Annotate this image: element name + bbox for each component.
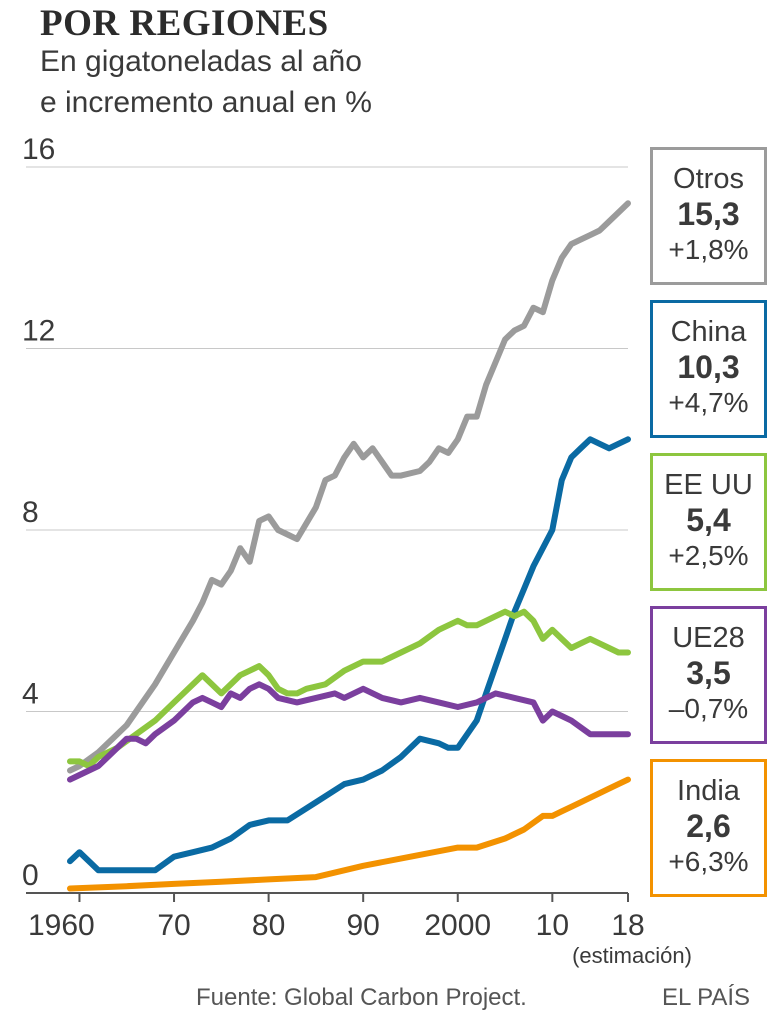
series-line-otros <box>67 200 631 774</box>
x-tick-label-1980: 80 <box>252 909 285 942</box>
legend-box-eeuu: EE UU 5,4 +2,5% <box>650 453 767 591</box>
chart-title: POR REGIONES <box>40 3 329 44</box>
chart-subtitle-line-2: e incremento anual en % <box>40 86 372 119</box>
series-line-india <box>67 776 631 892</box>
legend-box-india: India 2,6 +6,3% <box>650 759 767 897</box>
legend-china-name: China <box>670 316 747 348</box>
x-tick-label-2010: 10 <box>536 909 569 942</box>
legend-box-otros: Otros 15,3 +1,8% <box>650 147 767 285</box>
x-axis-ticks: 1960 70 80 90 2000 10 18(estimación) <box>28 893 692 968</box>
x-tick-label-2018: 18 <box>611 909 644 942</box>
x-axis-note: (estimación) <box>572 943 692 968</box>
legend-ue28-value: 3,5 <box>686 655 731 691</box>
legend-china-change: +4,7% <box>668 387 749 418</box>
chart-subtitle-line-1: En gigatoneladas al año <box>40 45 362 78</box>
series-line-ue28 <box>67 681 631 783</box>
legend-otros-change: +1,8% <box>668 234 749 265</box>
legend-eeuu-value: 5,4 <box>686 502 731 538</box>
x-tick-label-2000: 2000 <box>424 909 491 942</box>
legend-box-ue28: UE28 3,5 –0,7% <box>650 606 767 744</box>
x-tick-label-1960: 1960 <box>28 909 95 942</box>
legend-ue28-change: –0,7% <box>668 693 749 724</box>
y-tick-label-12: 12 <box>22 315 55 348</box>
series-line-eeuu <box>67 608 631 769</box>
series-line-china <box>67 436 631 874</box>
x-tick-label-1990: 90 <box>346 909 379 942</box>
legend-otros-name: Otros <box>673 163 744 195</box>
legend-india-change: +6,3% <box>668 846 749 877</box>
y-tick-label-4: 4 <box>22 678 39 711</box>
legend-india-name: India <box>677 775 740 807</box>
y-axis-ticks: 0 4 8 12 16 <box>22 133 55 892</box>
legend-eeuu-name: EE UU <box>664 469 753 501</box>
y-tick-label-0: 0 <box>22 859 39 892</box>
legend-box-china: China 10,3 +4,7% <box>650 300 767 438</box>
legend-india-value: 2,6 <box>686 808 731 844</box>
legend-otros-value: 15,3 <box>677 196 740 232</box>
legend-eeuu-change: +2,5% <box>668 540 749 571</box>
y-tick-label-8: 8 <box>22 496 39 529</box>
x-tick-label-1970: 70 <box>157 909 190 942</box>
legend-ue28-name: UE28 <box>672 622 745 654</box>
legend-china-value: 10,3 <box>677 349 740 385</box>
source-note: Fuente: Global Carbon Project. <box>196 984 527 1011</box>
grid-lines <box>26 166 628 894</box>
series-lines <box>67 200 631 892</box>
y-tick-label-16: 16 <box>22 133 55 166</box>
publisher-brand: EL PAÍS <box>662 984 751 1011</box>
